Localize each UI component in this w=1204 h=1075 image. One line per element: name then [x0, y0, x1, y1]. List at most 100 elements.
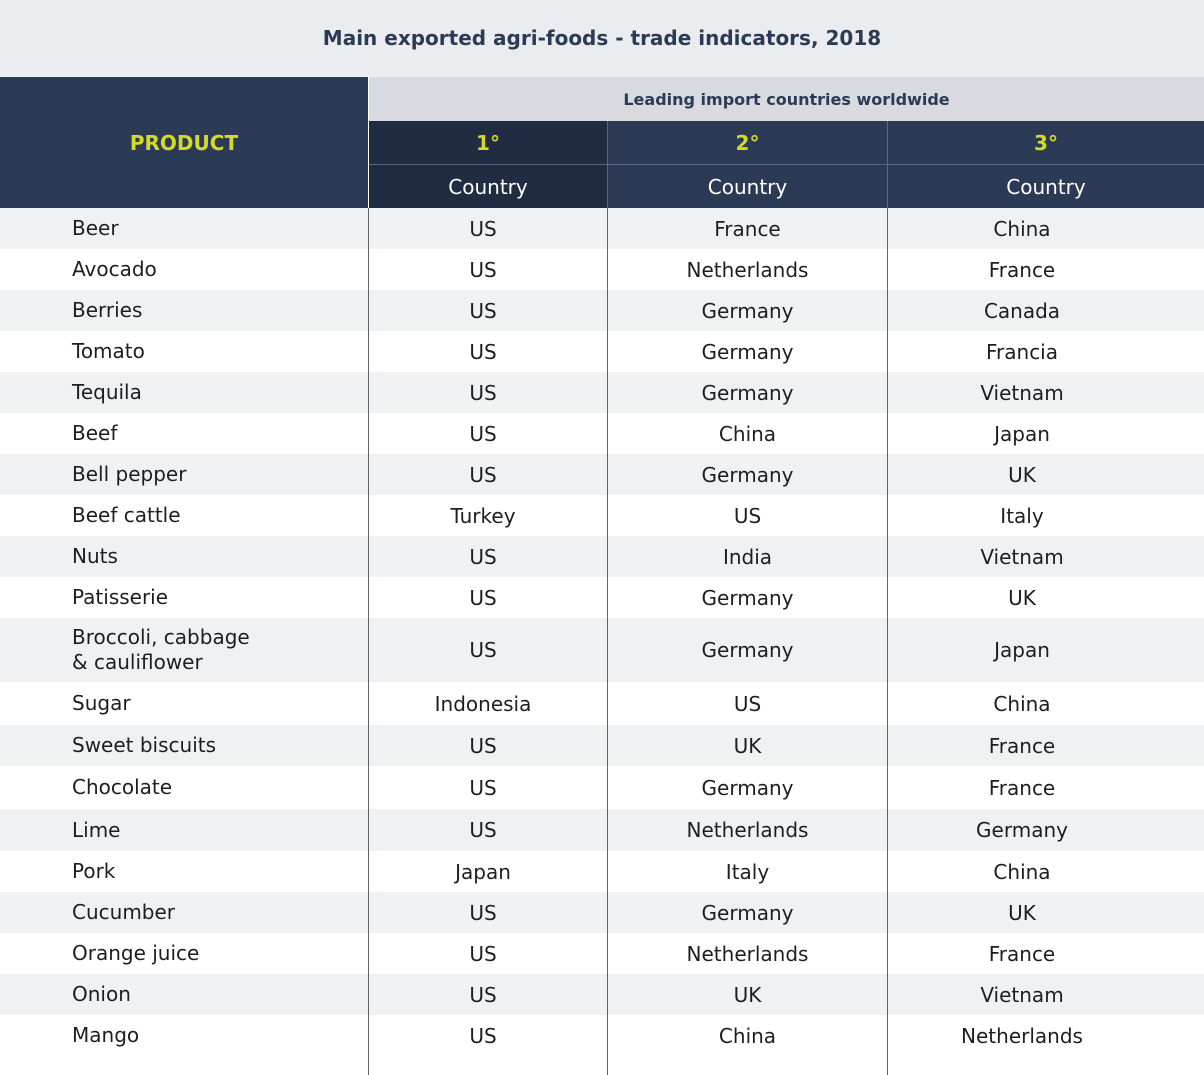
country-3-cell: Francia — [888, 331, 1156, 372]
country-1-cell-text: US — [469, 900, 497, 925]
table-row: Chocolate US Germany France — [0, 766, 1204, 809]
country-3-cell: Japan — [888, 618, 1156, 682]
country-2-cell: Germany — [608, 766, 887, 809]
product-cell-text: Sweet biscuits — [72, 733, 217, 757]
country-3-cell-text: Vietnam — [980, 380, 1064, 405]
country-1-cell: US — [369, 766, 597, 809]
page-title: Main exported agri-foods - trade indicat… — [322, 25, 882, 50]
product-cell-text: Beef cattle — [72, 503, 181, 527]
country-2-label: Country — [707, 174, 788, 199]
product-cell: Bell pepper — [72, 454, 362, 495]
country-2-cell-text: Germany — [701, 638, 794, 662]
table-row: Beer US France China — [0, 208, 1204, 249]
country-3-cell: China — [888, 682, 1156, 725]
country-3-cell: China — [888, 851, 1156, 892]
country-1-cell: US — [369, 413, 597, 454]
country-2-cell-text: Netherlands — [686, 818, 809, 842]
product-cell-text: Broccoli, cabbage & cauliflower — [72, 625, 250, 674]
product-cell: Sugar — [72, 682, 362, 725]
country-2-cell-text: UK — [733, 982, 762, 1007]
country-2-cell: UK — [608, 974, 887, 1015]
product-cell-text: Chocolate — [72, 775, 173, 799]
country-2-cell: Germany — [608, 372, 887, 413]
country-1-cell-text: US — [469, 421, 497, 446]
country-1-cell-text: US — [469, 638, 497, 662]
country-3-cell: UK — [888, 454, 1156, 495]
table-row: Sugar Indonesia US China — [0, 682, 1204, 725]
country-3-label: Country — [1006, 174, 1086, 199]
table-row: Onion US UK Vietnam — [0, 974, 1204, 1015]
country-1-cell-text: US — [469, 585, 497, 610]
product-cell-text: Avocado — [72, 257, 157, 281]
country-1-cell-text: US — [469, 380, 497, 405]
rank-2-label: 2° — [735, 130, 760, 155]
country-2-cell-text: India — [722, 544, 773, 569]
country-3-cell: China — [888, 208, 1156, 249]
country-1-cell-text: Japan — [455, 859, 511, 884]
country-2-cell: US — [608, 682, 887, 725]
product-cell: Tomato — [72, 331, 362, 372]
country-2-cell-text: Germany — [701, 339, 794, 364]
country-1-cell-text: US — [469, 216, 497, 241]
header-divider — [369, 164, 1204, 165]
country-1-label: Country — [448, 174, 528, 199]
product-cell-text: Orange juice — [72, 941, 200, 965]
country-3-cell-text: China — [993, 691, 1051, 716]
country-2-cell-text: Italy — [725, 859, 770, 884]
country-1-cell-text: US — [469, 941, 497, 966]
column-divider — [368, 208, 369, 1075]
country-2-cell: Germany — [608, 618, 887, 682]
country-2-cell: India — [608, 536, 887, 577]
country-2-cell: Germany — [608, 290, 887, 331]
product-cell: Beef — [72, 413, 362, 454]
country-3-cell: France — [888, 249, 1156, 290]
product-cell: Beef cattle — [72, 495, 362, 536]
product-header-label: PRODUCT — [129, 130, 239, 155]
table-row: Berries US Germany Canada — [0, 290, 1204, 331]
header-column-divider — [887, 121, 888, 208]
country-3-cell-text: France — [988, 941, 1056, 966]
country-3-cell: Vietnam — [888, 372, 1156, 413]
rank-3-label: 3° — [1034, 130, 1058, 155]
table-row: Sweet biscuits US UK France — [0, 725, 1204, 766]
country-2-cell-text: US — [733, 503, 762, 528]
product-cell-text: Tequila — [72, 380, 142, 404]
product-cell-text: Mango — [72, 1023, 140, 1047]
country-1-cell: US — [369, 372, 597, 413]
table-row: Lime US Netherlands Germany — [0, 809, 1204, 851]
country-1-cell: Turkey — [369, 495, 597, 536]
country-3-cell-text: China — [993, 859, 1051, 884]
product-cell: Nuts — [72, 536, 362, 577]
country-2-cell-text: UK — [733, 733, 762, 758]
country-3-cell: France — [888, 933, 1156, 974]
country-1-cell: US — [369, 331, 597, 372]
product-cell-text: Lime — [72, 817, 121, 842]
country-3-cell-text: Japan — [994, 421, 1050, 446]
product-cell: Onion — [72, 974, 362, 1015]
country-2-header: Country — [608, 165, 887, 208]
country-2-cell-text: Germany — [701, 585, 794, 610]
country-1-cell-text: US — [469, 818, 497, 842]
country-1-cell: US — [369, 974, 597, 1015]
country-3-cell-text: Japan — [994, 638, 1050, 662]
country-2-cell-text: China — [718, 1023, 777, 1048]
country-3-header: Country — [888, 165, 1204, 208]
product-cell-text: Sugar — [72, 691, 131, 715]
product-cell: Beer — [72, 208, 362, 249]
product-cell-text: Bell pepper — [72, 462, 187, 486]
country-1-cell: US — [369, 1015, 597, 1056]
country-2-cell-text: Germany — [701, 298, 794, 323]
country-3-cell-text: France — [988, 775, 1056, 800]
country-3-cell: Vietnam — [888, 974, 1156, 1015]
rank-2-header: 2° — [608, 121, 887, 164]
product-cell-text: Berries — [72, 298, 143, 322]
country-2-cell: Netherlands — [608, 809, 887, 851]
table-row: Cucumber US Germany UK — [0, 892, 1204, 933]
country-3-cell-text: Vietnam — [980, 544, 1064, 569]
product-cell-text: Pork — [72, 859, 116, 883]
country-3-cell: France — [888, 725, 1156, 766]
table-row: Pork Japan Italy China — [0, 851, 1204, 892]
product-cell: Sweet biscuits — [72, 725, 362, 766]
table-row: Tequila US Germany Vietnam — [0, 372, 1204, 413]
country-2-cell: UK — [608, 725, 887, 766]
